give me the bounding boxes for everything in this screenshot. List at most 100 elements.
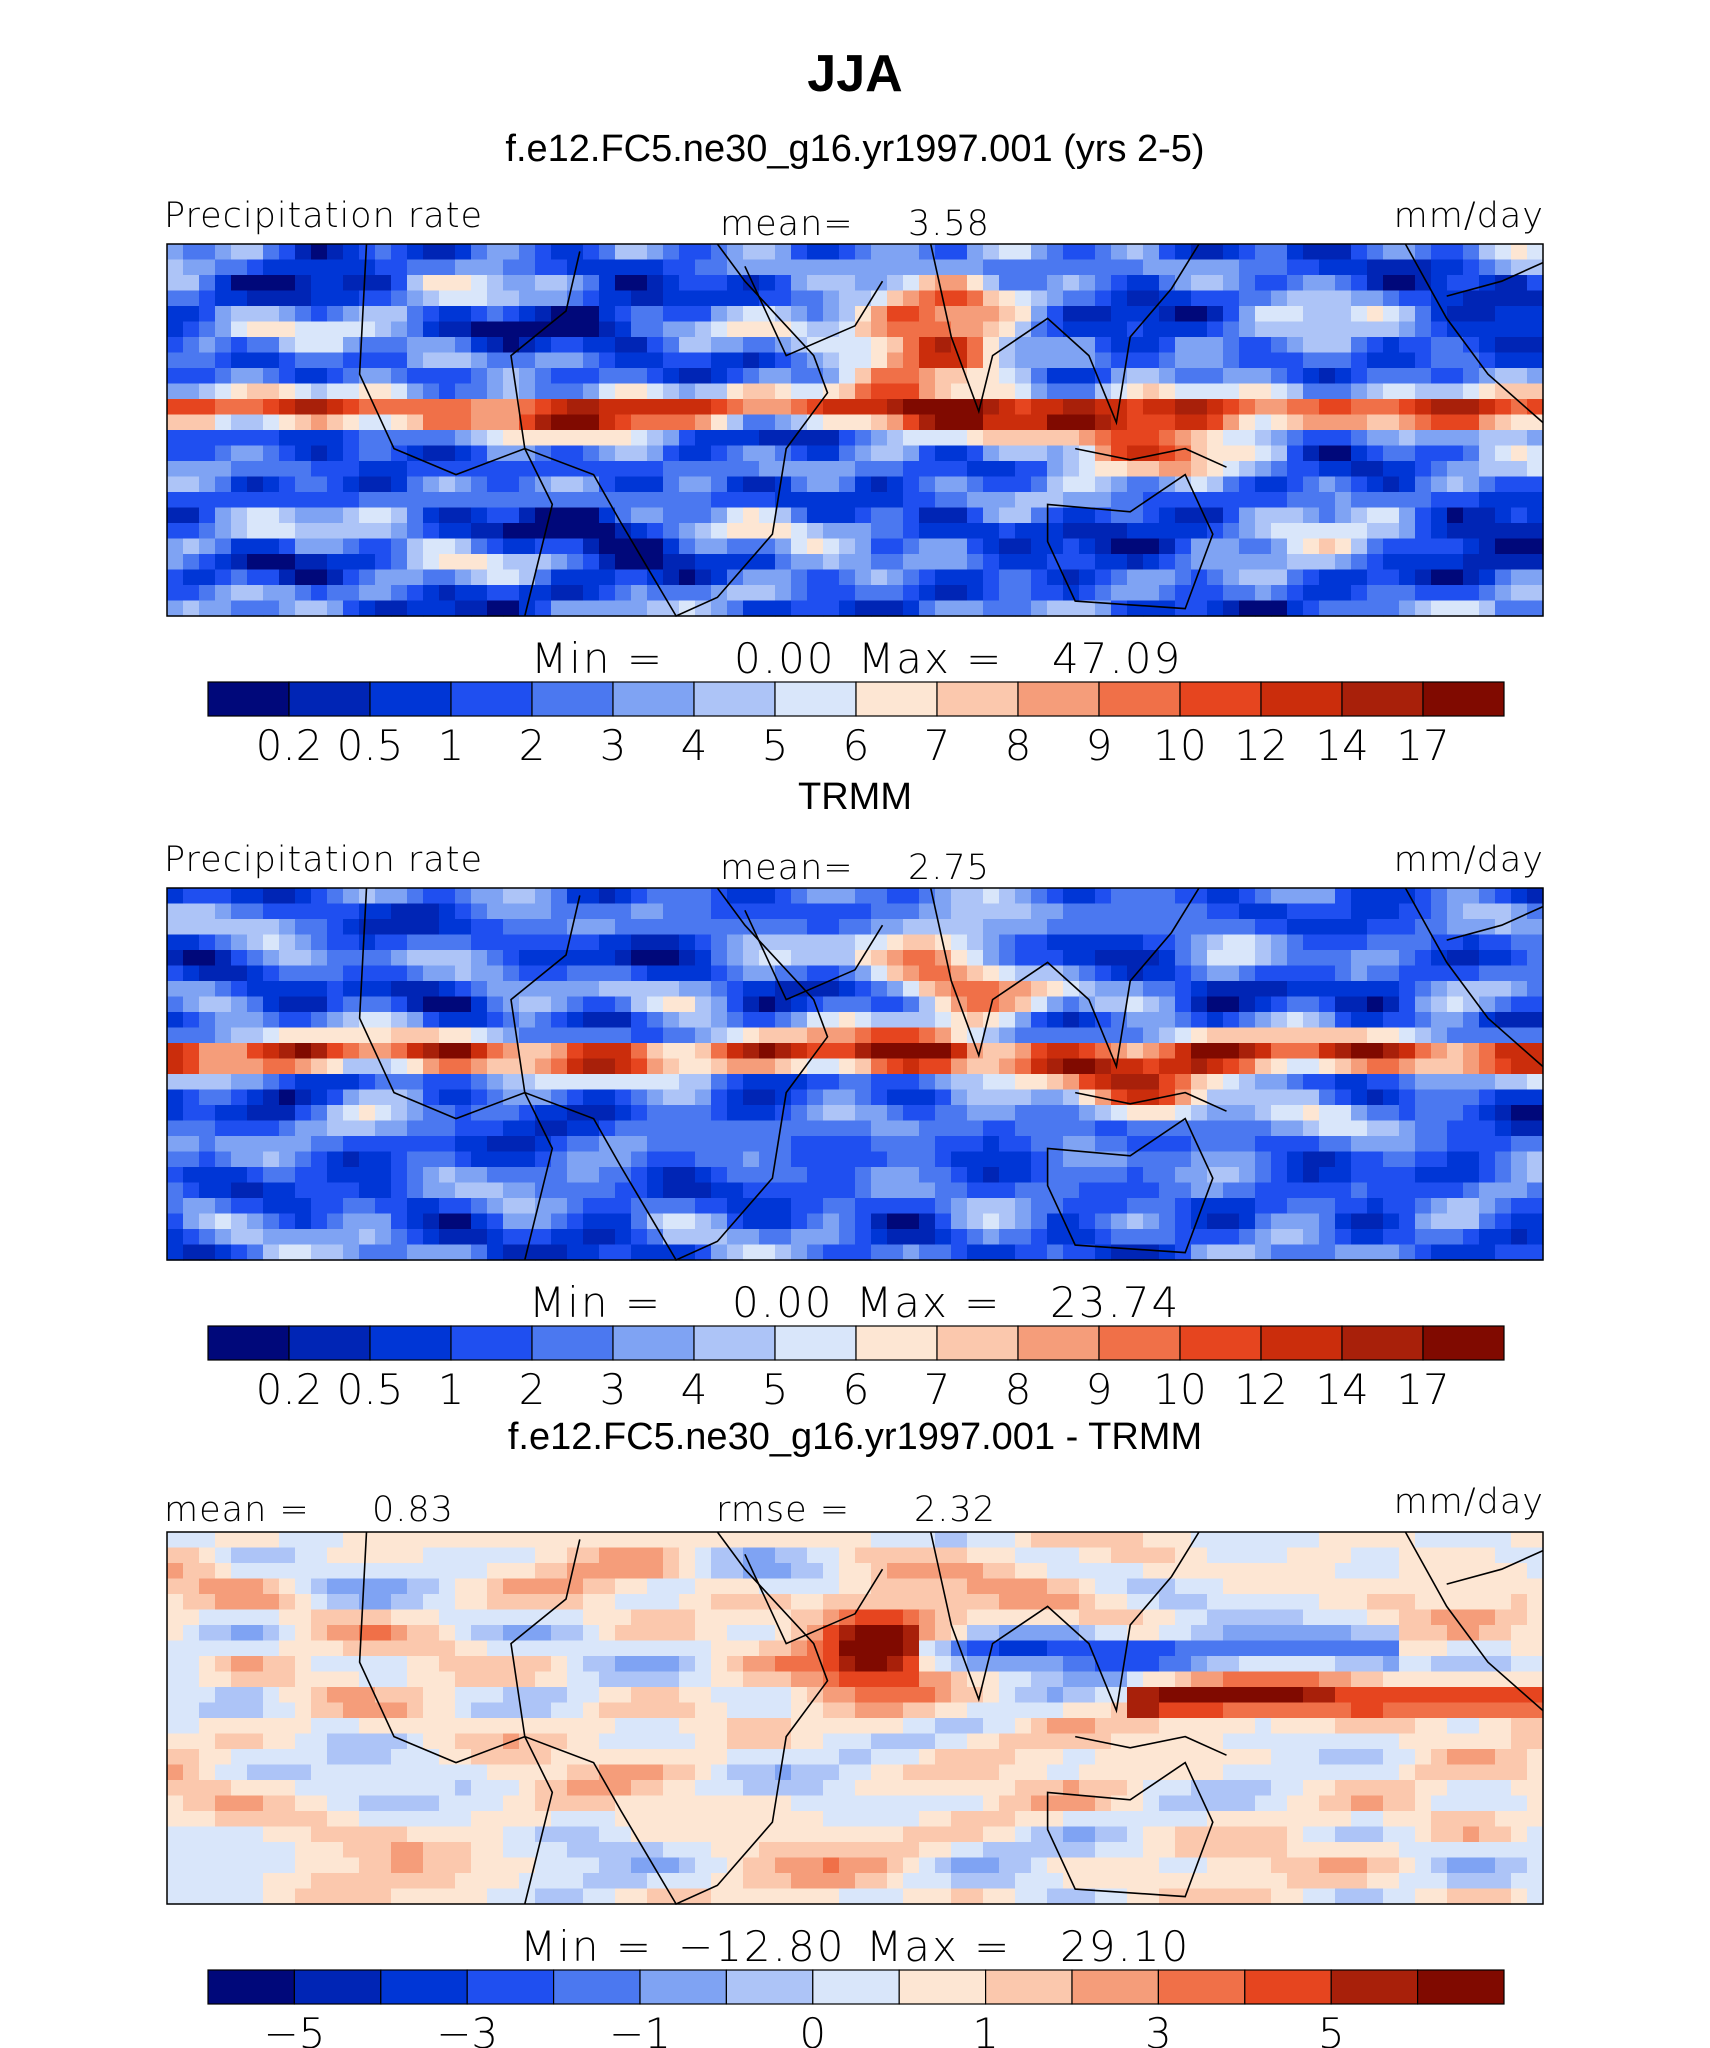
map-cell <box>487 492 504 509</box>
map-cell <box>903 352 920 369</box>
map-cell <box>1079 1578 1096 1595</box>
map-cell <box>343 965 360 982</box>
map-cell <box>535 1547 552 1564</box>
map-cell <box>471 950 488 967</box>
map-cell <box>855 399 872 416</box>
map-cell <box>1079 275 1096 292</box>
map-cell <box>983 1229 1000 1246</box>
map-cell <box>791 1594 808 1611</box>
map-cell <box>1271 569 1288 586</box>
colorbar-swatch <box>369 681 452 717</box>
map-cell <box>711 1027 728 1044</box>
map-cell <box>439 888 456 905</box>
map-cell <box>263 383 280 400</box>
map-cell <box>727 290 744 307</box>
map-cell <box>1223 1625 1240 1642</box>
map-cell <box>311 290 328 307</box>
map-cell <box>695 383 712 400</box>
map-cell <box>1463 1105 1480 1122</box>
map-cell <box>871 919 888 936</box>
map-cell <box>743 919 760 936</box>
map-cell <box>791 981 808 998</box>
map-cell <box>519 383 536 400</box>
map-cell <box>1031 383 1048 400</box>
map-cell <box>503 1136 520 1153</box>
map-cell <box>823 1027 840 1044</box>
map-cell <box>647 1578 664 1595</box>
map-cell <box>1367 399 1384 416</box>
map-cell <box>375 919 392 936</box>
map-cell <box>1367 1609 1384 1626</box>
map-cell <box>1399 507 1416 524</box>
map-cell <box>1207 1120 1224 1137</box>
map-cell <box>503 1120 520 1137</box>
map-cell <box>311 1136 328 1153</box>
map-cell <box>247 523 264 540</box>
map-cell <box>1287 996 1304 1013</box>
map-cell <box>407 492 424 509</box>
map-cell <box>1383 569 1400 586</box>
map-cell <box>1015 1058 1032 1075</box>
map-cell <box>343 1136 360 1153</box>
map-cell <box>1367 1136 1384 1153</box>
map-cell <box>647 321 664 338</box>
map-cell <box>439 1625 456 1642</box>
map-cell <box>1143 888 1160 905</box>
map-cell <box>263 1578 280 1595</box>
map-cell <box>839 569 856 586</box>
map-cell <box>967 950 984 967</box>
map-cell <box>791 476 808 493</box>
map-cell <box>279 352 296 369</box>
map-cell <box>327 1027 344 1044</box>
map-cell <box>231 585 248 602</box>
map-cell <box>343 569 360 586</box>
map-cell <box>935 996 952 1013</box>
map-cell <box>1463 445 1480 462</box>
map-cell <box>215 903 232 920</box>
map-cell <box>519 399 536 416</box>
map-cell <box>183 888 200 905</box>
map-cell <box>279 585 296 602</box>
coastline <box>1446 905 1544 941</box>
map-cell <box>423 461 440 478</box>
map-cell <box>1223 476 1240 493</box>
map-cell <box>871 1151 888 1168</box>
map-cell <box>1127 290 1144 307</box>
map-cell <box>759 1640 776 1657</box>
map-cell <box>1287 1594 1304 1611</box>
map-cell <box>1255 476 1272 493</box>
map-cell <box>1111 1120 1128 1137</box>
map-cell <box>1495 538 1512 555</box>
map-cell <box>919 1244 936 1261</box>
map-cell <box>1159 1578 1176 1595</box>
map-cell <box>967 368 984 385</box>
map-cell <box>711 1167 728 1184</box>
colorbar-tick-label: 1 <box>438 1365 465 1414</box>
map-cell <box>1175 1229 1192 1246</box>
map-cell <box>1207 492 1224 509</box>
map-cell <box>167 368 184 385</box>
map-cell <box>1495 337 1512 354</box>
map-cell <box>343 888 360 905</box>
map-cell <box>791 569 808 586</box>
map-cell <box>1111 1594 1128 1611</box>
map-cell <box>263 1027 280 1044</box>
map-cell <box>1511 1043 1528 1060</box>
map-cell <box>983 569 1000 586</box>
map-cell <box>199 1594 216 1611</box>
map-cell <box>519 1167 536 1184</box>
map-cell <box>487 1136 504 1153</box>
map-cell <box>327 1532 344 1549</box>
map-cell <box>1191 476 1208 493</box>
map-cell <box>1511 337 1528 354</box>
map-cell <box>455 1167 472 1184</box>
map-cell <box>391 1229 408 1246</box>
map-cell <box>327 538 344 555</box>
map-cell <box>727 1136 744 1153</box>
map-cell <box>1527 585 1544 602</box>
map-cell <box>631 399 648 416</box>
map-cell <box>1479 1229 1496 1246</box>
map-cell <box>535 244 552 261</box>
map-cell <box>1431 321 1448 338</box>
map-cell <box>1079 476 1096 493</box>
